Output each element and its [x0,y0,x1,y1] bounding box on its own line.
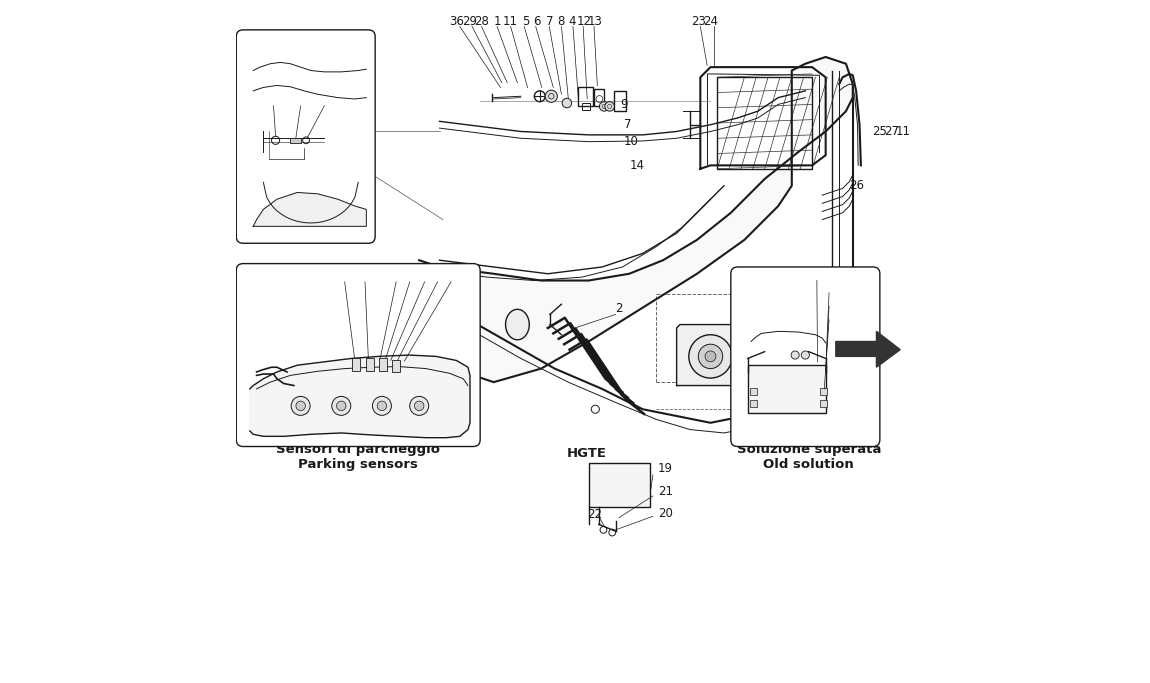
Text: 1: 1 [493,14,501,27]
Circle shape [409,396,429,415]
Circle shape [332,396,351,415]
Text: 37: 37 [293,94,308,107]
Bar [399,377,463,438]
Circle shape [802,351,810,359]
Text: 18: 18 [833,281,848,294]
Bar [589,464,650,507]
Circle shape [791,351,799,359]
Circle shape [705,351,716,362]
Text: 25: 25 [873,125,888,138]
Text: 33: 33 [402,270,417,283]
Circle shape [545,90,558,102]
Text: 7: 7 [623,118,631,131]
Text: 32: 32 [390,270,405,283]
Text: 35: 35 [358,270,373,283]
Text: 22: 22 [588,507,603,520]
Text: 22: 22 [812,268,827,281]
FancyBboxPatch shape [236,264,481,447]
Circle shape [562,98,572,108]
Bar [291,137,300,143]
Circle shape [689,335,733,378]
Circle shape [744,350,754,359]
Text: 23: 23 [691,14,706,27]
Bar [750,400,757,406]
Text: HGTE: HGTE [567,447,607,460]
Bar [748,365,826,413]
Text: Sensori di parcheggio: Sensori di parcheggio [276,443,440,456]
Bar [614,91,627,111]
Polygon shape [253,193,367,226]
Text: Old solution: Old solution [764,458,854,471]
Text: 30: 30 [337,270,352,283]
Text: 36: 36 [448,14,463,27]
Text: Soluzione superata: Soluzione superata [736,443,881,456]
Circle shape [337,401,346,410]
Text: 6: 6 [534,14,540,27]
Polygon shape [676,324,765,385]
Text: 21: 21 [833,296,848,309]
Circle shape [698,344,722,369]
Polygon shape [836,331,900,367]
Text: 10: 10 [623,135,638,148]
Text: 11: 11 [896,125,911,138]
Text: 3: 3 [365,417,371,430]
Text: 29: 29 [462,14,477,27]
Circle shape [414,401,424,410]
Text: 8: 8 [557,14,565,27]
Text: 31: 31 [431,270,445,283]
Text: 20: 20 [833,323,848,336]
Bar [352,359,360,371]
Text: 26: 26 [850,179,865,192]
Text: 13: 13 [588,14,603,27]
Text: 11: 11 [504,14,519,27]
Bar [378,359,386,371]
Text: 9: 9 [620,98,628,111]
Bar [718,77,812,169]
Text: 14: 14 [629,159,644,172]
Text: 20: 20 [658,507,673,520]
FancyBboxPatch shape [236,30,375,243]
Text: 2: 2 [365,382,371,395]
Bar [366,359,374,371]
Text: 1: 1 [448,270,455,283]
Text: 24: 24 [703,14,718,27]
Text: 2: 2 [615,303,623,316]
Text: 12: 12 [577,14,592,27]
Circle shape [736,346,745,356]
Circle shape [373,396,391,415]
Text: 16: 16 [826,329,841,342]
Circle shape [605,102,614,111]
Circle shape [599,102,608,111]
Text: 34: 34 [417,270,432,283]
Text: 28: 28 [474,14,489,27]
FancyBboxPatch shape [730,267,880,447]
Text: 19: 19 [833,309,848,322]
Text: Parking sensors: Parking sensors [298,458,419,471]
Text: 17: 17 [826,350,841,363]
Text: 4: 4 [568,14,576,27]
Bar [392,360,400,372]
Bar [582,103,590,110]
Bar [578,87,593,107]
Polygon shape [250,355,470,438]
Text: 15: 15 [826,370,841,383]
Circle shape [296,401,306,410]
Bar [750,388,757,395]
Text: 21: 21 [658,486,673,499]
Text: 27: 27 [884,125,899,138]
Ellipse shape [506,309,529,340]
Text: 38: 38 [266,94,281,107]
Bar [820,388,827,395]
Bar [593,89,604,107]
Polygon shape [420,57,853,382]
Circle shape [291,396,310,415]
Text: 19: 19 [658,462,673,475]
Text: 39: 39 [319,94,333,107]
Bar [820,400,827,406]
Circle shape [377,401,386,410]
Text: 5: 5 [522,14,529,27]
Text: 7: 7 [545,14,553,27]
